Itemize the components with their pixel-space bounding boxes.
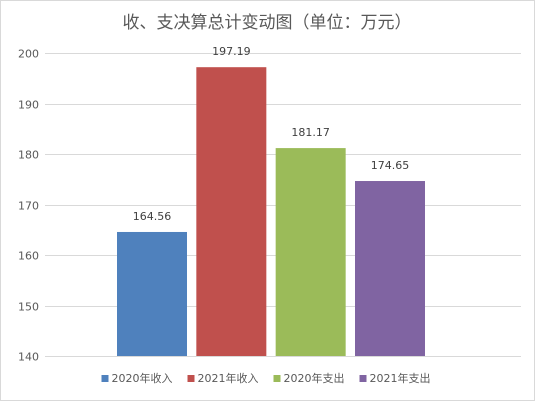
y-tick-label: 180 [18, 149, 39, 162]
legend-swatch [101, 375, 109, 382]
data-label: 164.56 [133, 210, 172, 223]
data-label: 197.19 [212, 45, 251, 58]
y-tick-label: 150 [18, 301, 39, 314]
bar [275, 148, 346, 356]
bar [355, 181, 425, 356]
legend-label: 2021年收入 [198, 371, 259, 385]
data-label: 181.17 [291, 126, 330, 139]
y-tick-label: 140 [18, 351, 39, 364]
bars [117, 67, 425, 357]
y-tick-label: 200 [18, 48, 39, 61]
chart-title: 收、支决算总计变动图（单位：万元） [123, 13, 412, 33]
bar [196, 67, 267, 357]
legend-swatch [187, 375, 195, 382]
legend-label: 2021年支出 [370, 371, 431, 385]
legend-swatch [359, 375, 367, 382]
y-axis: 140 150 160 170 180 190 200 [18, 48, 39, 364]
y-tick-label: 170 [18, 200, 39, 213]
data-label: 174.65 [371, 159, 410, 172]
bar [117, 231, 187, 356]
legend: 2020年收入 2021年收入 2020年支出 2021年支出 [101, 371, 431, 385]
y-tick-label: 160 [18, 250, 39, 263]
data-labels: 164.56 197.19 181.17 174.65 [133, 45, 410, 223]
legend-label: 2020年支出 [284, 371, 345, 385]
y-tick-label: 190 [18, 99, 39, 112]
legend-label: 2020年收入 [112, 371, 173, 385]
legend-swatch [273, 375, 281, 382]
